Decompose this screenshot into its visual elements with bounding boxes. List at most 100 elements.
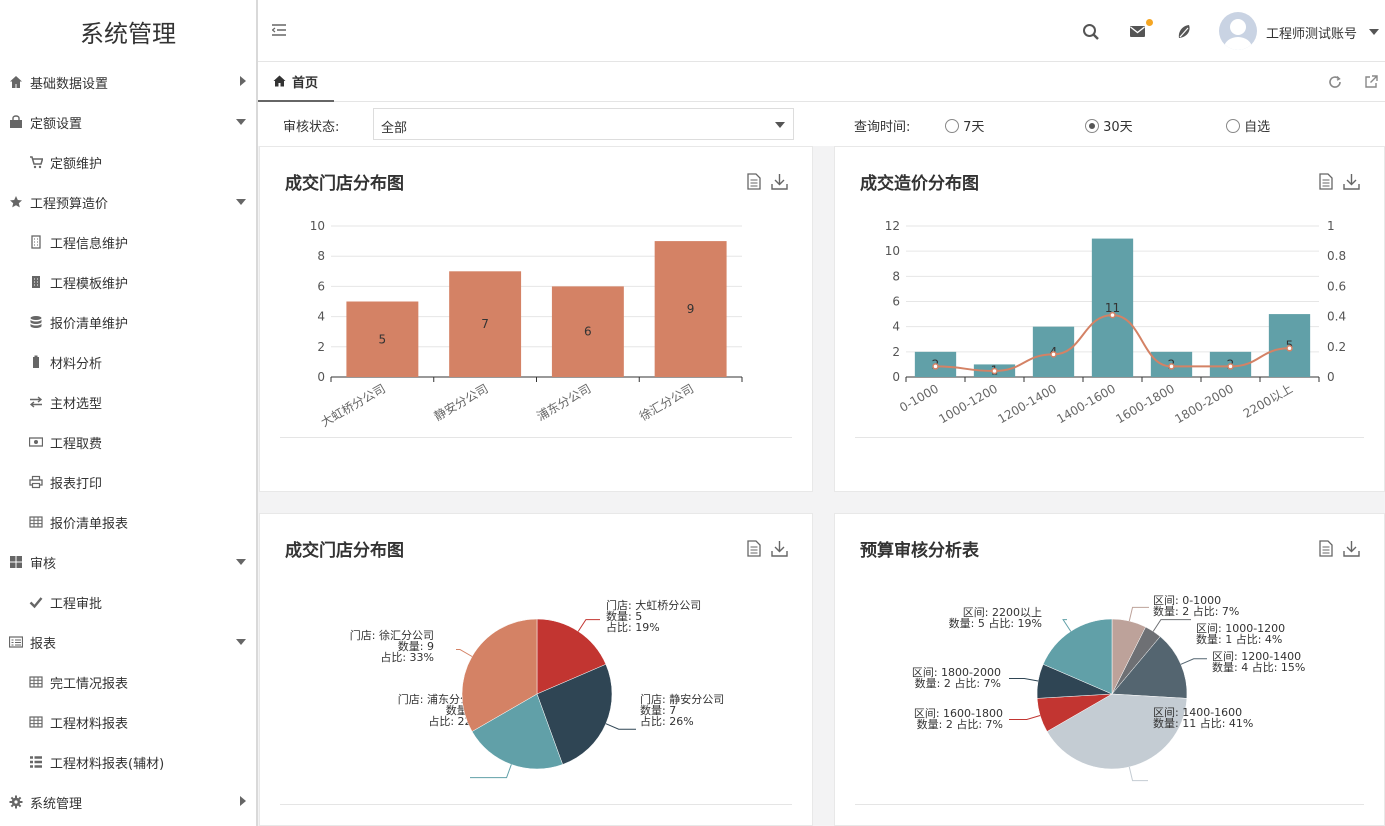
sidebar-item[interactable]: 报价清单维护 [0, 302, 256, 342]
document-icon[interactable] [747, 173, 761, 194]
download-icon[interactable] [1343, 540, 1360, 561]
line-point [932, 363, 939, 370]
top-bar: 工程师测试账号 [258, 0, 1385, 62]
radio-label: 30天 [1103, 120, 1133, 135]
sidebar-item[interactable]: 报价清单报表 [0, 502, 256, 542]
sidebar-item-label: 工程预算造价 [30, 196, 109, 212]
sidebar-item-label: 工程模板维护 [50, 276, 129, 292]
building-icon [28, 234, 44, 250]
tab-home[interactable]: 首页 [258, 62, 334, 102]
status-label: 审核状态: [283, 120, 340, 135]
bar-value-label: 7 [481, 317, 489, 331]
bar-value-label: 9 [687, 302, 695, 316]
bar [346, 301, 419, 377]
grid-icon [8, 554, 24, 570]
tab-home-label: 首页 [292, 75, 319, 91]
download-icon[interactable] [771, 540, 788, 561]
slice-label: 门店: 大虹桥分公司 [606, 598, 701, 612]
radio-30days[interactable]: 30天 [1085, 116, 1133, 135]
username[interactable]: 工程师测试账号 [1266, 27, 1358, 42]
pie-slice [1046, 693, 1188, 770]
label-leader [1128, 606, 1149, 622]
check-icon [28, 594, 44, 610]
slice-label: 区间: 1800-2000 [912, 666, 1001, 679]
panel-store-pie: 成交门店分布图 门店: 大虹桥分公司 数量: 5 占比: 19% 门店: 静安分公司数… [259, 513, 813, 826]
radio-7days[interactable]: 7天 [945, 116, 984, 135]
list-icon [28, 754, 44, 770]
slice-label: 门店: 浦东分公司 [398, 692, 482, 706]
slice-label: 数量: 5 [606, 610, 642, 623]
sidebar-item[interactable]: 材料分析 [0, 342, 256, 382]
status-select[interactable]: 全部 [373, 108, 794, 140]
sidebar-item[interactable]: 工程材料报表(辅材) [0, 742, 256, 782]
sidebar-item[interactable]: 工程审批 [0, 582, 256, 622]
sidebar-item[interactable]: 工程信息维护 [0, 222, 256, 262]
sidebar-item[interactable]: 工程预算造价 [0, 182, 256, 222]
panel-title: 成交门店分布图 [285, 174, 404, 194]
line-point [991, 367, 998, 375]
slice-label: 占比: 26% [640, 714, 694, 728]
label-leader [605, 723, 636, 730]
download-icon[interactable] [1343, 173, 1360, 194]
document-icon[interactable] [1319, 540, 1333, 561]
sidebar-item-label: 工程审批 [50, 596, 103, 612]
pie-slice [471, 693, 563, 770]
label-leader [577, 619, 600, 632]
radio-circle[interactable] [1226, 118, 1240, 133]
line-point [1050, 351, 1057, 358]
line-point [1109, 311, 1116, 319]
chevron-down-icon [236, 559, 246, 565]
exchange-icon [28, 394, 44, 410]
document-icon[interactable] [747, 540, 761, 561]
slice-label: 数量: 5 占比: 19% [949, 616, 1042, 630]
avatar[interactable] [1219, 12, 1257, 50]
slice-label: 区间: 2200以上 [963, 606, 1042, 619]
sidebar-item[interactable]: 审核 [0, 542, 256, 582]
search-icon[interactable] [1082, 23, 1100, 45]
theme-icon[interactable] [1176, 23, 1194, 45]
sidebar-item[interactable]: 工程材料报表 [0, 702, 256, 742]
chevron-down-icon [236, 119, 246, 125]
y-tick-label: 6 [892, 295, 900, 309]
popout-icon[interactable] [1364, 75, 1378, 93]
radio-custom[interactable]: 自选 [1226, 116, 1270, 135]
sidebar-item-label: 定额维护 [50, 156, 103, 172]
x-tick-label: 2200以上 [1241, 381, 1295, 420]
sidebar-item[interactable]: 完工情况报表 [0, 662, 256, 702]
sidebar-item[interactable]: 系统管理 [0, 782, 256, 822]
bar-value-label: 5 [379, 332, 387, 346]
document-icon[interactable] [1319, 173, 1333, 194]
radio-circle[interactable] [1085, 118, 1099, 133]
bar [551, 286, 624, 377]
sidebar-item[interactable]: 工程取费 [0, 422, 256, 462]
menu-toggle-icon[interactable] [271, 24, 286, 36]
sidebar-item[interactable]: 报表 [0, 622, 256, 662]
status-select-value: 全部 [381, 121, 408, 136]
sidebar-item-label: 报表 [30, 636, 57, 652]
y-tick-label: 2 [892, 345, 900, 359]
sidebar-item[interactable]: 定额设置 [0, 102, 256, 142]
label-leader [1009, 715, 1041, 721]
sidebar-item-label: 工程材料报表(辅材) [50, 756, 165, 772]
filter-bar: 审核状态: 全部 查询时间: 7天 30天 自选 [258, 102, 1385, 146]
x-tick-label: 徐汇分公司 [637, 381, 696, 424]
sidebar-item[interactable]: 定额维护 [0, 142, 256, 182]
table-icon [28, 514, 44, 530]
sidebar-item[interactable]: 主材选型 [0, 382, 256, 422]
bar-value-label: 11 [1105, 301, 1120, 315]
print-icon [28, 474, 44, 490]
x-tick-label: 1000-1200 [936, 381, 1000, 426]
slice-label: 数量: 2 占比: 7% [1153, 604, 1239, 618]
download-icon[interactable] [771, 173, 788, 194]
refresh-icon[interactable] [1328, 75, 1342, 93]
label-leader [1062, 619, 1072, 632]
radio-circle[interactable] [945, 118, 959, 133]
y-tick-label: 0 [892, 370, 900, 384]
mail-icon[interactable] [1129, 24, 1147, 44]
sidebar-item[interactable]: 工程模板维护 [0, 262, 256, 302]
sidebar-item[interactable]: 基础数据设置 [0, 62, 256, 102]
x-tick-label: 1800-2000 [1172, 381, 1236, 426]
home-icon [273, 75, 286, 87]
chevron-down-icon[interactable] [1369, 29, 1379, 35]
sidebar-item[interactable]: 报表打印 [0, 462, 256, 502]
